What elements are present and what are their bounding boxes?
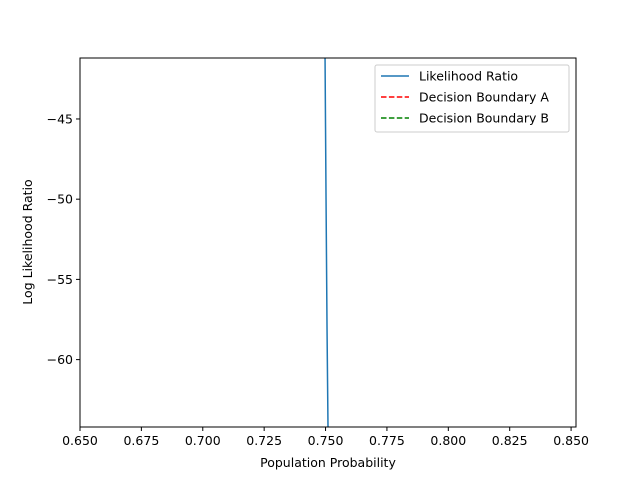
y-tick-label: −50: [47, 192, 73, 207]
x-axis: 0.650 0.675 0.700 0.725 0.750 0.775 0.800 0.825…: [62, 427, 589, 448]
y-axis: −45 −50 −55 −60: [47, 111, 80, 367]
x-tick-label: 0.650: [62, 433, 98, 448]
axes-frame: [79, 57, 577, 428]
plot-area: [324, 58, 329, 427]
x-tick-label: 0.750: [308, 433, 344, 448]
legend-box: [374, 64, 570, 133]
x-tick-label: 0.700: [185, 433, 221, 448]
legend-label: Likelihood Ratio: [419, 69, 518, 84]
x-tick-label: 0.800: [430, 433, 466, 448]
x-axis-label: Population Probability: [260, 455, 396, 470]
legend-label: Decision Boundary B: [419, 111, 549, 126]
x-tick-label: 0.725: [246, 433, 282, 448]
y-tick-label: −60: [47, 352, 73, 367]
x-tick-label: 0.850: [553, 433, 589, 448]
series-line-0: [324, 58, 329, 427]
x-tick-label: 0.775: [369, 433, 405, 448]
x-tick-label: 0.675: [123, 433, 159, 448]
y-tick-label: −55: [47, 272, 73, 287]
legend-label: Decision Boundary A: [419, 90, 549, 105]
legend: Likelihood Ratio Decision Boundary A Decis…: [374, 64, 570, 133]
y-axis-label: Log Likelihood Ratio: [20, 179, 35, 304]
x-tick-label: 0.825: [492, 433, 528, 448]
y-tick-label: −45: [47, 111, 73, 126]
